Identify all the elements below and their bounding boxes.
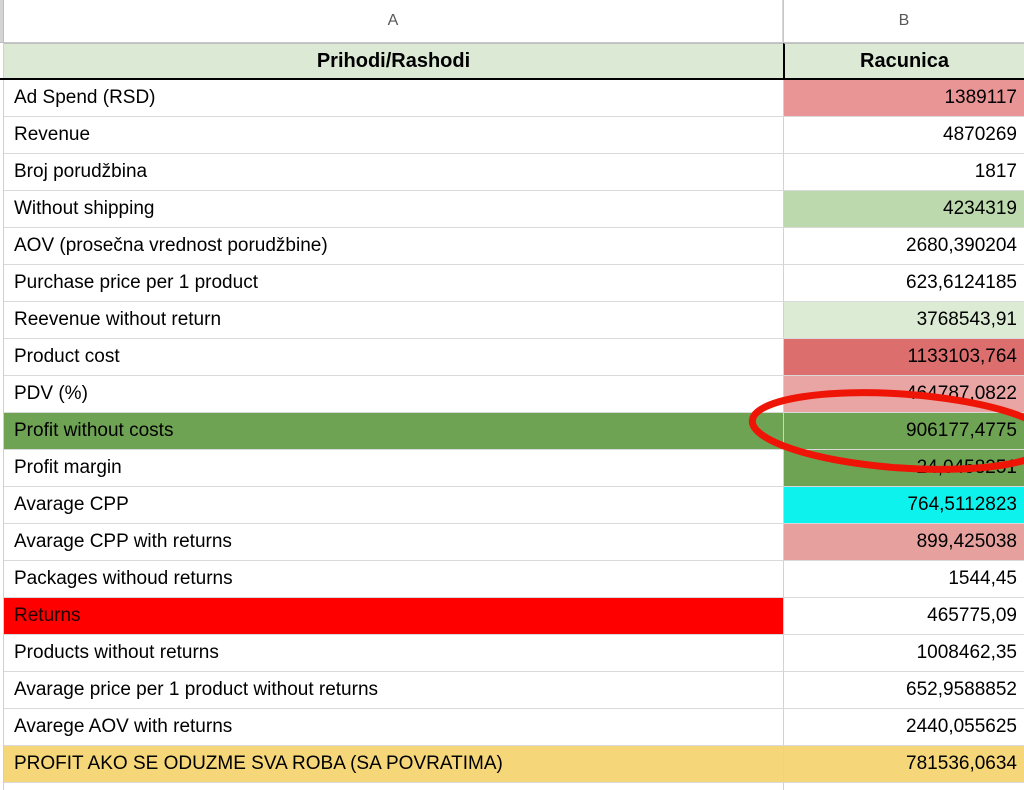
row-label-cell[interactable]: Ad Spend (RSD): [4, 80, 783, 117]
row-gutter: [0, 43, 4, 78]
header-cell-prihodi[interactable]: Prihodi/Rashodi: [4, 43, 783, 78]
row-gutter: [0, 746, 4, 783]
table-row: Avarage CPP 764,5112823: [0, 487, 1024, 524]
row-label-cell[interactable]: Revenue: [4, 117, 783, 154]
column-header-b[interactable]: B: [783, 0, 1024, 43]
row-gutter: [0, 376, 4, 413]
row-value-cell[interactable]: 906177,4775: [783, 413, 1024, 450]
row-label-cell[interactable]: Products without returns: [4, 635, 783, 672]
table-row: Returns 465775,09: [0, 598, 1024, 635]
table-header-row: Prihodi/Rashodi Racunica: [0, 43, 1024, 80]
row-value-cell[interactable]: 781536,0634: [783, 746, 1024, 783]
row-label-cell[interactable]: Broj porudžbina: [4, 154, 783, 191]
table-row: PROFIT AKO SE ODUZME SVA ROBA (SA POVRAT…: [0, 746, 1024, 783]
table-row: Product cost 1133103,764: [0, 339, 1024, 376]
row-gutter: [0, 302, 4, 339]
table-row: Avarage CPP with returns 899,425038: [0, 524, 1024, 561]
row-gutter: [0, 450, 4, 487]
row-label-cell[interactable]: PDV (%): [4, 376, 783, 413]
row-value-cell[interactable]: 1544,45: [783, 561, 1024, 598]
row-label-cell[interactable]: Profit margin: [4, 450, 783, 487]
row-value-cell[interactable]: [783, 783, 1024, 790]
row-value-cell[interactable]: 1133103,764: [783, 339, 1024, 376]
row-value-cell[interactable]: 2680,390204: [783, 228, 1024, 265]
row-gutter: [0, 635, 4, 672]
row-value-cell[interactable]: 465775,09: [783, 598, 1024, 635]
row-label-cell[interactable]: [4, 783, 783, 790]
table-row: PDV (%) 464787,0822: [0, 376, 1024, 413]
row-label-cell[interactable]: Product cost: [4, 339, 783, 376]
partial-bottom-row: [0, 783, 1024, 790]
row-gutter: [0, 339, 4, 376]
row-value-cell[interactable]: 1389117: [783, 80, 1024, 117]
row-label-cell[interactable]: Packages withoud returns: [4, 561, 783, 598]
row-value-cell[interactable]: 652,9588852: [783, 672, 1024, 709]
table-row: Without shipping 4234319: [0, 191, 1024, 228]
row-gutter: [0, 783, 4, 790]
row-label-cell[interactable]: PROFIT AKO SE ODUZME SVA ROBA (SA POVRAT…: [4, 746, 783, 783]
row-label-cell[interactable]: Avarege AOV with returns: [4, 709, 783, 746]
row-label-cell[interactable]: Avarage CPP: [4, 487, 783, 524]
rows-container: Ad Spend (RSD) 1389117 Revenue 4870269 B…: [0, 80, 1024, 783]
row-value-cell[interactable]: 4870269: [783, 117, 1024, 154]
row-gutter: [0, 191, 4, 228]
corner-cell[interactable]: [0, 0, 4, 43]
table-row: AOV (prosečna vrednost porudžbine) 2680,…: [0, 228, 1024, 265]
row-gutter: [0, 561, 4, 598]
row-gutter: [0, 672, 4, 709]
header-cell-racunica[interactable]: Racunica: [783, 43, 1024, 78]
row-label-cell[interactable]: Purchase price per 1 product: [4, 265, 783, 302]
table-row: Broj porudžbina 1817: [0, 154, 1024, 191]
row-gutter: [0, 709, 4, 746]
row-value-cell[interactable]: 764,5112823: [783, 487, 1024, 524]
row-label-cell[interactable]: Without shipping: [4, 191, 783, 228]
column-letters-row: A B: [0, 0, 1024, 43]
row-value-cell[interactable]: 464787,0822: [783, 376, 1024, 413]
row-label-cell[interactable]: AOV (prosečna vrednost porudžbine): [4, 228, 783, 265]
table-row: Profit without costs 906177,4775: [0, 413, 1024, 450]
row-gutter: [0, 265, 4, 302]
row-value-cell[interactable]: 1008462,35: [783, 635, 1024, 672]
row-label-cell[interactable]: Avarage price per 1 product without retu…: [4, 672, 783, 709]
row-label-cell[interactable]: Profit without costs: [4, 413, 783, 450]
row-value-cell[interactable]: 2440,055625: [783, 709, 1024, 746]
row-value-cell[interactable]: 623,6124185: [783, 265, 1024, 302]
row-gutter: [0, 228, 4, 265]
row-value-cell[interactable]: 1817: [783, 154, 1024, 191]
row-gutter: [0, 154, 4, 191]
row-gutter: [0, 80, 4, 117]
table-row: Avarage price per 1 product without retu…: [0, 672, 1024, 709]
table-row: Reevenue without return 3768543,91: [0, 302, 1024, 339]
row-label-cell[interactable]: Avarage CPP with returns: [4, 524, 783, 561]
row-label-cell[interactable]: Reevenue without return: [4, 302, 783, 339]
table-row: Revenue 4870269: [0, 117, 1024, 154]
row-value-cell[interactable]: 4234319: [783, 191, 1024, 228]
row-label-cell[interactable]: Returns: [4, 598, 783, 635]
row-gutter: [0, 524, 4, 561]
row-value-cell[interactable]: 3768543,91: [783, 302, 1024, 339]
table-row: Ad Spend (RSD) 1389117: [0, 80, 1024, 117]
table-row: Packages withoud returns 1544,45: [0, 561, 1024, 598]
row-gutter: [0, 117, 4, 154]
row-gutter: [0, 598, 4, 635]
table-row: Products without returns 1008462,35: [0, 635, 1024, 672]
row-gutter: [0, 413, 4, 450]
row-gutter: [0, 487, 4, 524]
row-value-cell[interactable]: 899,425038: [783, 524, 1024, 561]
row-value-cell[interactable]: 24,0458251: [783, 450, 1024, 487]
table-row: Purchase price per 1 product 623,6124185: [0, 265, 1024, 302]
column-header-a[interactable]: A: [4, 0, 783, 43]
table-row: Avarege AOV with returns 2440,055625: [0, 709, 1024, 746]
table-row: Profit margin 24,0458251: [0, 450, 1024, 487]
